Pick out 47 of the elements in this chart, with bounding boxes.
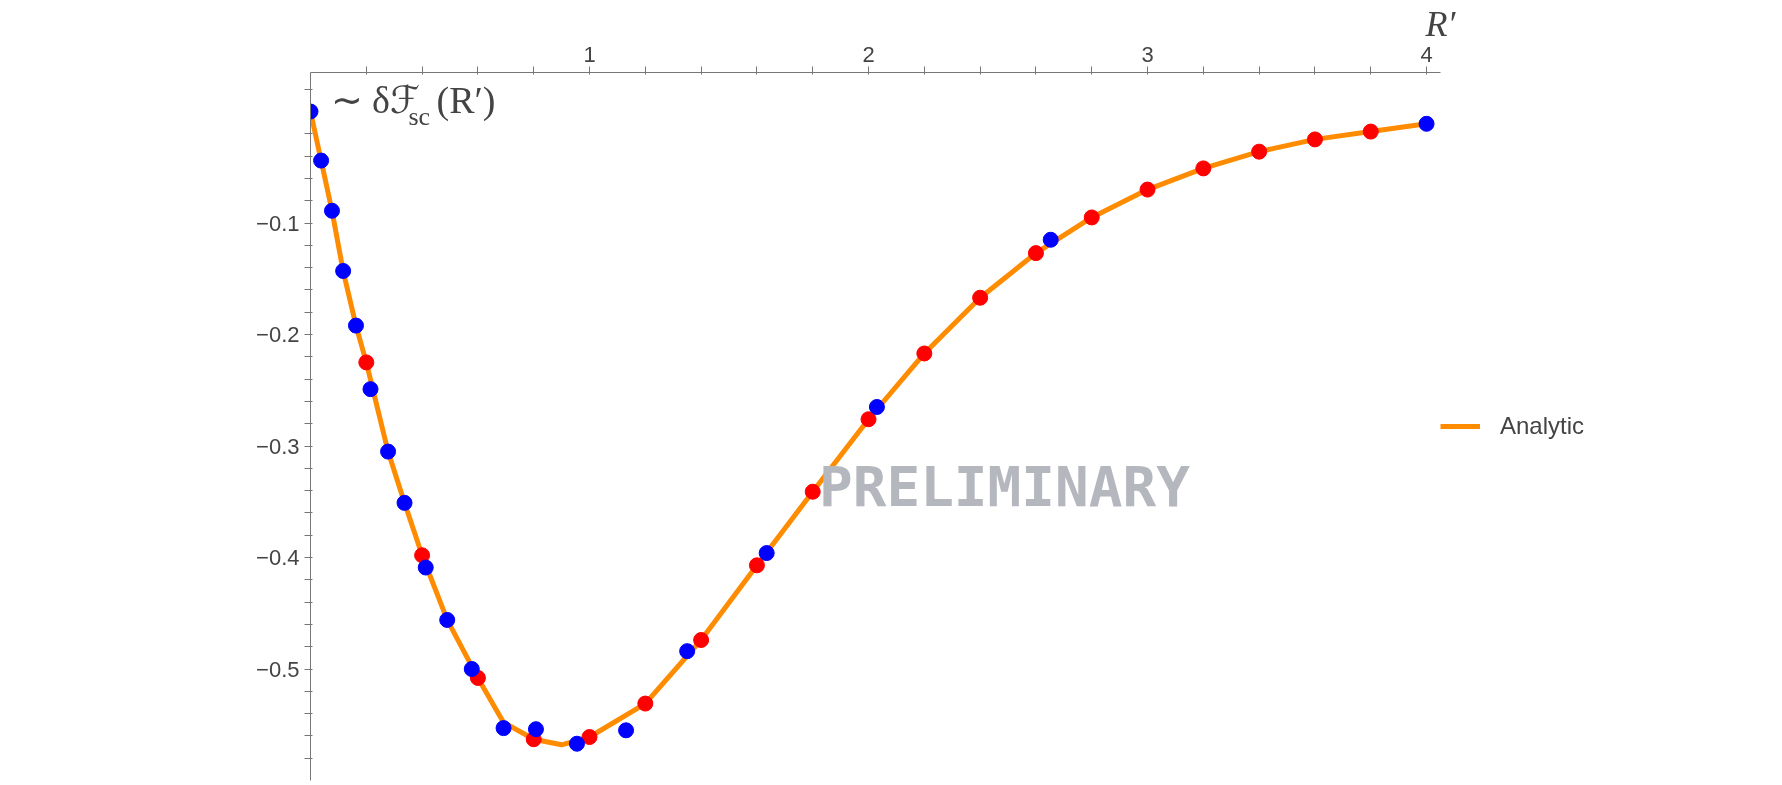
x-axis-title: R′ xyxy=(1424,3,1457,44)
point xyxy=(1042,231,1059,248)
point xyxy=(748,557,765,574)
point xyxy=(637,695,654,712)
point xyxy=(358,354,375,371)
legend-label: Analytic xyxy=(1500,412,1585,440)
point xyxy=(313,152,330,169)
point xyxy=(417,559,434,576)
annotation: PRELIMINARY xyxy=(819,453,1191,519)
point xyxy=(1306,131,1323,148)
x-tick-label: 2 xyxy=(862,41,875,67)
point xyxy=(347,317,364,334)
point xyxy=(1195,160,1212,177)
point xyxy=(439,611,456,628)
point xyxy=(380,443,397,460)
point xyxy=(1362,123,1379,140)
point xyxy=(527,721,544,738)
y-tick-label: −0.2 xyxy=(256,322,300,348)
point xyxy=(396,494,413,511)
point xyxy=(679,643,696,660)
y-tick-label: −0.3 xyxy=(256,433,300,459)
point xyxy=(495,720,512,737)
point xyxy=(1027,245,1044,262)
point xyxy=(463,661,480,677)
point xyxy=(568,735,585,752)
point xyxy=(1418,115,1435,132)
y-tick-label: −0.1 xyxy=(256,210,300,236)
point xyxy=(693,632,710,648)
point xyxy=(1139,181,1156,198)
point xyxy=(868,399,885,415)
x-tick-label: 3 xyxy=(1141,41,1154,67)
point xyxy=(860,411,877,428)
x-tick-label: 1 xyxy=(583,41,596,67)
y-tick-label: −0.5 xyxy=(256,656,300,682)
point xyxy=(972,289,989,306)
point xyxy=(1083,209,1100,226)
point xyxy=(335,262,352,279)
point xyxy=(758,545,775,562)
y-tick-label: −0.4 xyxy=(256,545,300,571)
point xyxy=(581,729,598,745)
point xyxy=(362,381,379,398)
point xyxy=(804,483,821,500)
point xyxy=(618,722,635,739)
point xyxy=(323,202,340,219)
point xyxy=(1251,143,1268,160)
x-tick-label: 4 xyxy=(1420,41,1433,67)
point xyxy=(916,345,933,362)
